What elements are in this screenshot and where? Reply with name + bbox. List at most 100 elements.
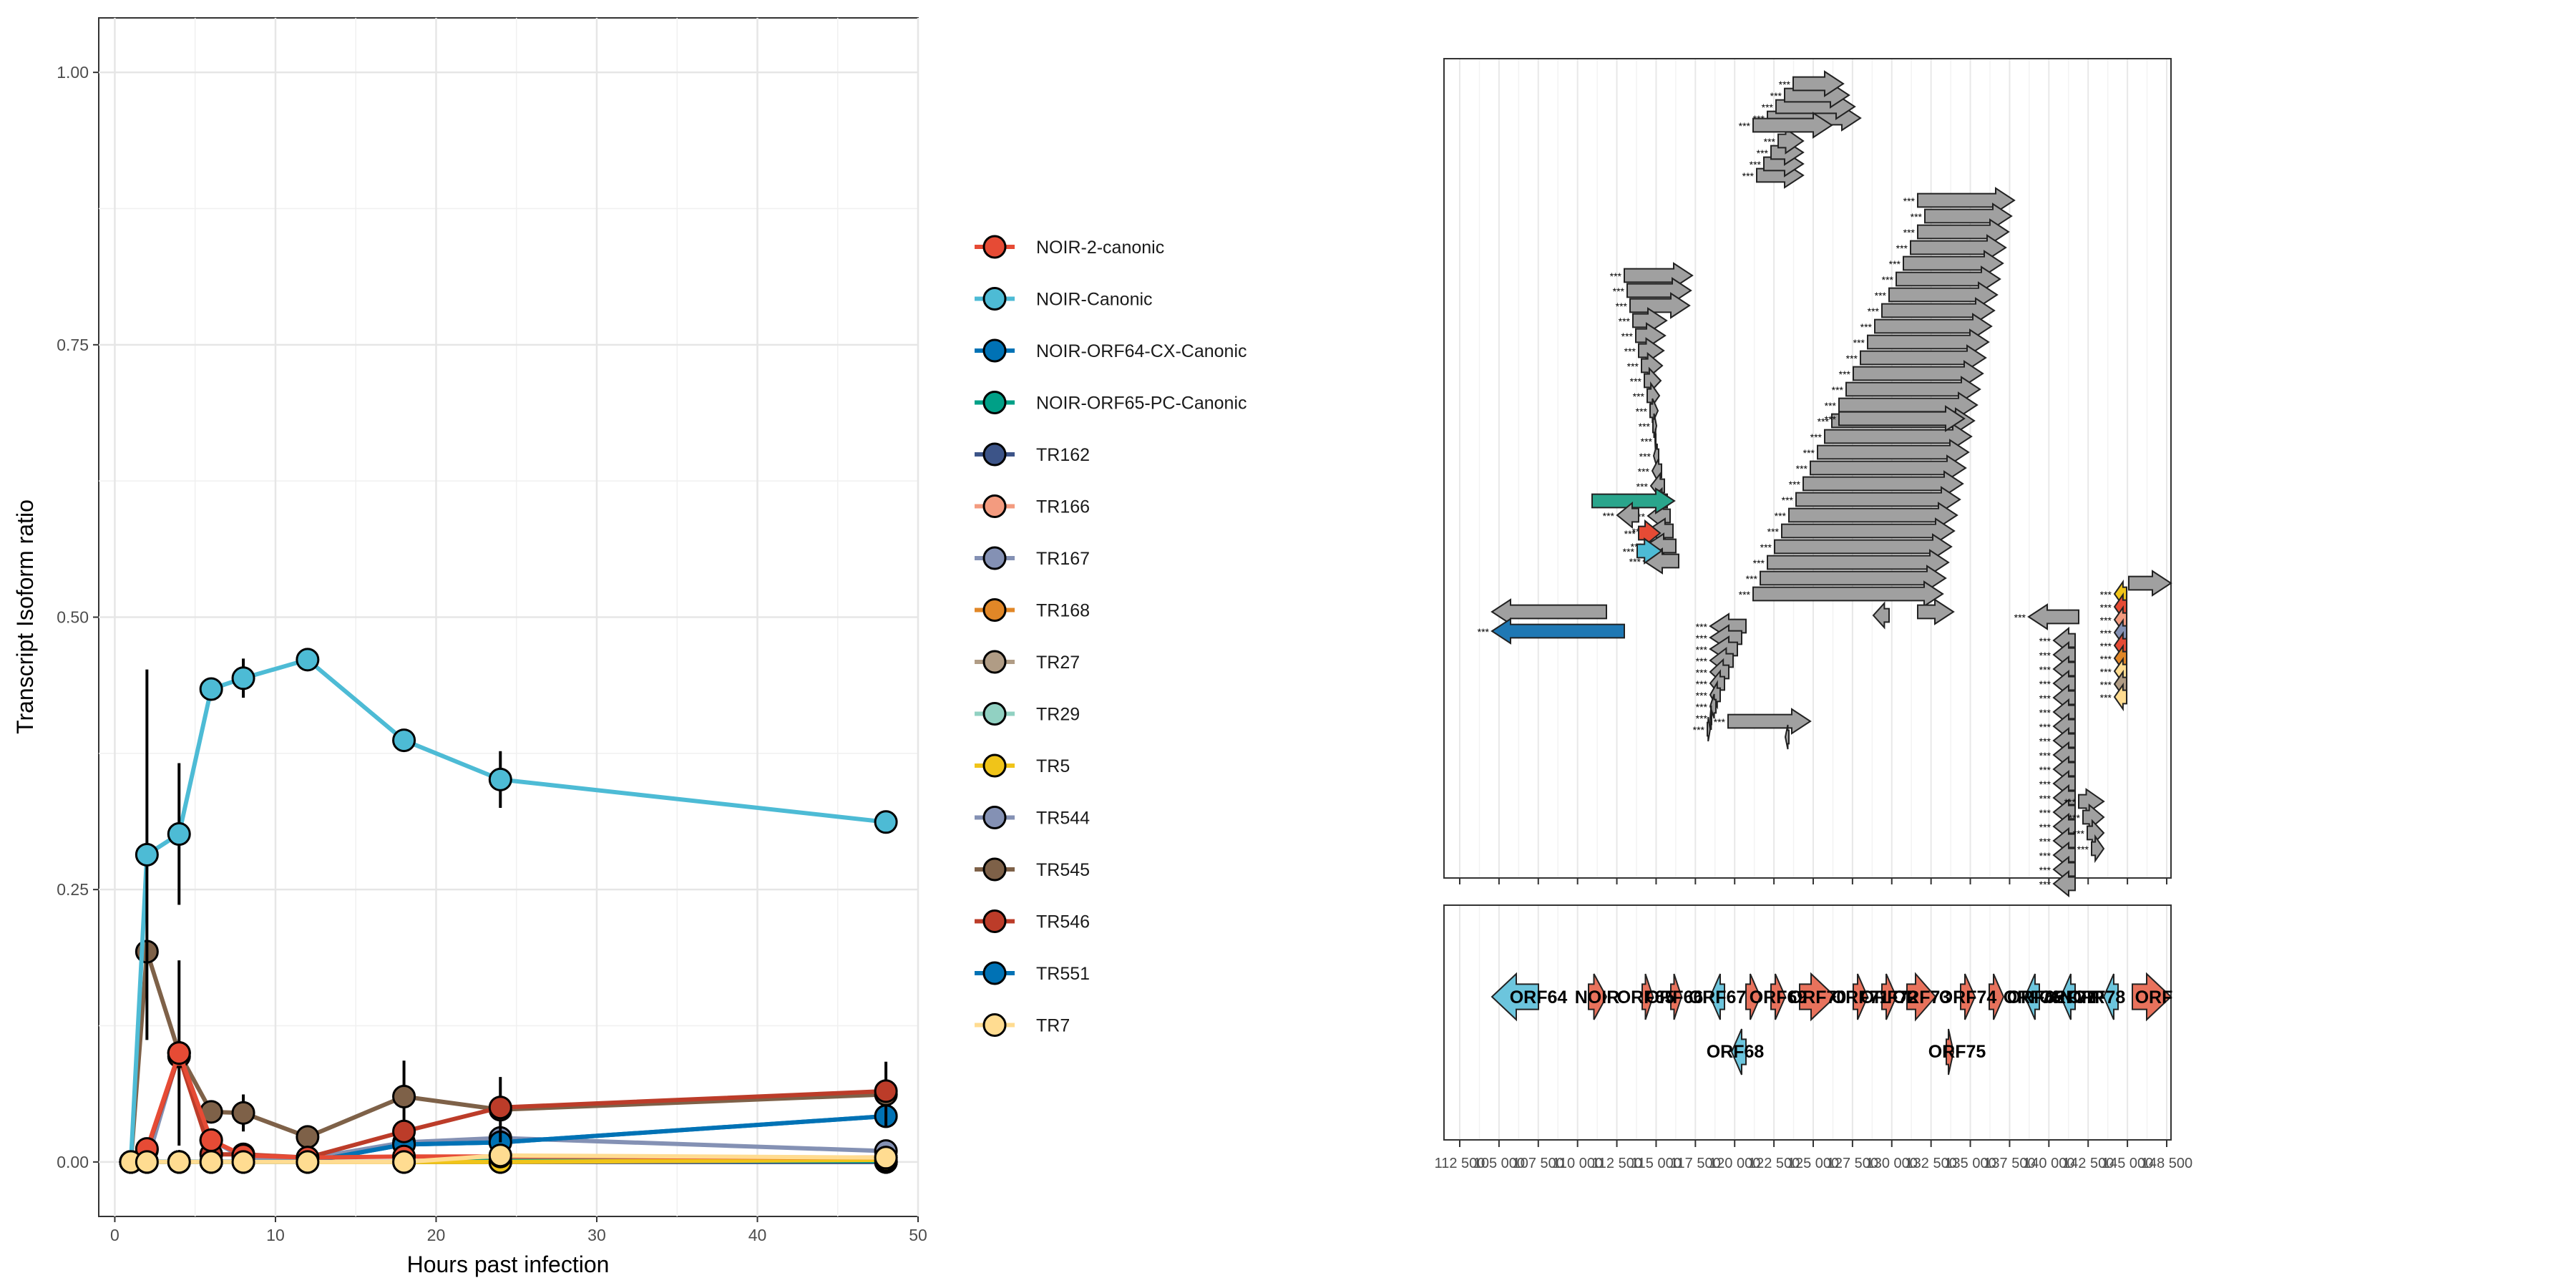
- x-tick-label: 20: [427, 1226, 446, 1244]
- significance-mark: ***: [1639, 421, 1651, 432]
- isoform-shape: [1491, 618, 1625, 645]
- isoform-shape: [1867, 328, 1990, 356]
- isoform-shape: [1824, 423, 1973, 450]
- significance-mark: ***: [1621, 331, 1634, 342]
- track-x-tick-label: 110 000: [1552, 1156, 1603, 1171]
- isoform-arrow: ***: [1796, 454, 1967, 482]
- significance-mark: ***: [2039, 779, 2051, 790]
- isoform-shape: [1845, 376, 1981, 403]
- data-point: [167, 1150, 191, 1174]
- significance-mark: ***: [1610, 270, 1622, 282]
- isoform-shape: [1642, 547, 1679, 575]
- data-point: [392, 728, 416, 753]
- legend-label: TR551: [1036, 964, 1090, 984]
- legend-label: TR166: [1036, 497, 1090, 517]
- isoform-shape: [1760, 565, 1947, 592]
- significance-mark: ***: [1782, 494, 1794, 506]
- significance-mark: ***: [1630, 376, 1642, 387]
- isoform-shape: [1774, 533, 1953, 560]
- data-point: [874, 1146, 898, 1170]
- significance-mark: ***: [1624, 346, 1636, 357]
- isoform-shape: [2027, 603, 2079, 630]
- gene-label: ORF65: [1617, 987, 1675, 1008]
- isoform-arrow: ***: [1739, 580, 1944, 608]
- significance-mark: ***: [1624, 528, 1636, 540]
- track-x-tick-label: 125 000: [1787, 1156, 1839, 1171]
- isoform-arrow: ***: [1624, 337, 1665, 364]
- significance-mark: ***: [2039, 635, 2051, 647]
- gene-label: ORF64: [1510, 987, 1568, 1008]
- significance-mark: ***: [1696, 713, 1708, 724]
- significance-mark: ***: [1750, 159, 1762, 170]
- isoform-shape: [1707, 716, 1712, 742]
- isoform-shape: [2052, 812, 2076, 841]
- isoform-shape: [1641, 351, 1664, 380]
- gene-label: ORF71: [1832, 987, 1890, 1008]
- significance-mark: ***: [1696, 667, 1708, 678]
- isoform-shape: [1792, 70, 1845, 97]
- isoform-shape: [2052, 755, 2076, 784]
- isoform-shape: [2052, 683, 2076, 712]
- data-point: [392, 1119, 416, 1143]
- track-x-tick-label: 140 000: [2023, 1156, 2074, 1171]
- gene-arrow: [1906, 972, 1937, 1022]
- isoform-arrow: ***: [2039, 841, 2076, 869]
- isoform-arrow: ***: [2039, 698, 2076, 726]
- legend-key-point: [982, 650, 1007, 674]
- significance-mark: ***: [1796, 463, 1808, 474]
- gene-arrow: [1799, 972, 1837, 1022]
- legend-item: TR5: [975, 753, 1070, 778]
- isoform-shape: [1788, 502, 1958, 529]
- isoform-arrow: ***: [2039, 755, 2076, 784]
- gene-arrow: [2024, 973, 2040, 1020]
- significance-mark: ***: [2100, 615, 2112, 626]
- significance-mark: ***: [1775, 510, 1787, 522]
- gene-label: ORF74: [1939, 987, 1997, 1008]
- track-x-tick-label: 135 000: [1944, 1156, 1996, 1171]
- isoform-arrow: ***: [2039, 826, 2076, 855]
- data-point: [296, 648, 320, 672]
- y-axis-ticks: 0.00 0.25 0.50 0.75 1.00: [57, 63, 99, 1171]
- legend-label: TR5: [1036, 756, 1070, 776]
- isoform-arrow: ***: [2039, 869, 2076, 898]
- isoform-arrow: ***: [1696, 705, 1712, 731]
- significance-mark: ***: [2073, 828, 2085, 839]
- isoform-arrow: ***: [1616, 292, 1691, 319]
- track-x-tick-label: 105 000: [1473, 1156, 1525, 1171]
- isoform-shape: [1632, 307, 1668, 334]
- isoform-arrow: ***: [1868, 297, 1996, 324]
- gene-arrow: [1709, 973, 1725, 1020]
- legend-label: NOIR-2-canonic: [1036, 238, 1164, 258]
- track-x-tick-label: 132 500: [1906, 1156, 1957, 1171]
- x-tick-label: 0: [110, 1226, 119, 1244]
- isoform-arrow: ***: [2039, 626, 2076, 655]
- significance-mark: ***: [1636, 406, 1648, 417]
- isoform-shape: [2052, 712, 2076, 741]
- legend-label: NOIR-Canonic: [1036, 290, 1153, 310]
- isoform-shape: [1817, 439, 1970, 466]
- gene-arrow: [1641, 973, 1654, 1020]
- isoform-shape: [2052, 640, 2076, 669]
- legend-label: NOIR-ORF65-PC-Canonic: [1036, 394, 1247, 414]
- isoform-shape: [1810, 454, 1967, 482]
- legend-item: TR7: [975, 1013, 1070, 1037]
- significance-mark: ***: [1641, 436, 1653, 447]
- significance-mark: ***: [1803, 447, 1815, 459]
- legend-label: TR29: [1036, 705, 1080, 725]
- significance-mark: ***: [2039, 650, 2051, 661]
- significance-mark: ***: [1767, 526, 1780, 537]
- significance-mark: ***: [1889, 258, 1901, 270]
- gene-arrow: [1745, 973, 1762, 1020]
- gene-label: ORF66: [1646, 987, 1704, 1008]
- isoform-arrow: ***: [1803, 439, 1970, 466]
- significance-mark: ***: [2100, 653, 2112, 665]
- isoform-arrow: ***: [2039, 855, 2076, 884]
- gene-arrow: [2102, 973, 2119, 1020]
- significance-mark: ***: [1696, 621, 1708, 633]
- significance-mark: ***: [1696, 644, 1708, 655]
- gene-arrow: [1960, 973, 1976, 1020]
- isoform-shape: [1752, 112, 1833, 139]
- legend-key-point: [982, 287, 1007, 311]
- gene-arrow: [1491, 972, 1539, 1022]
